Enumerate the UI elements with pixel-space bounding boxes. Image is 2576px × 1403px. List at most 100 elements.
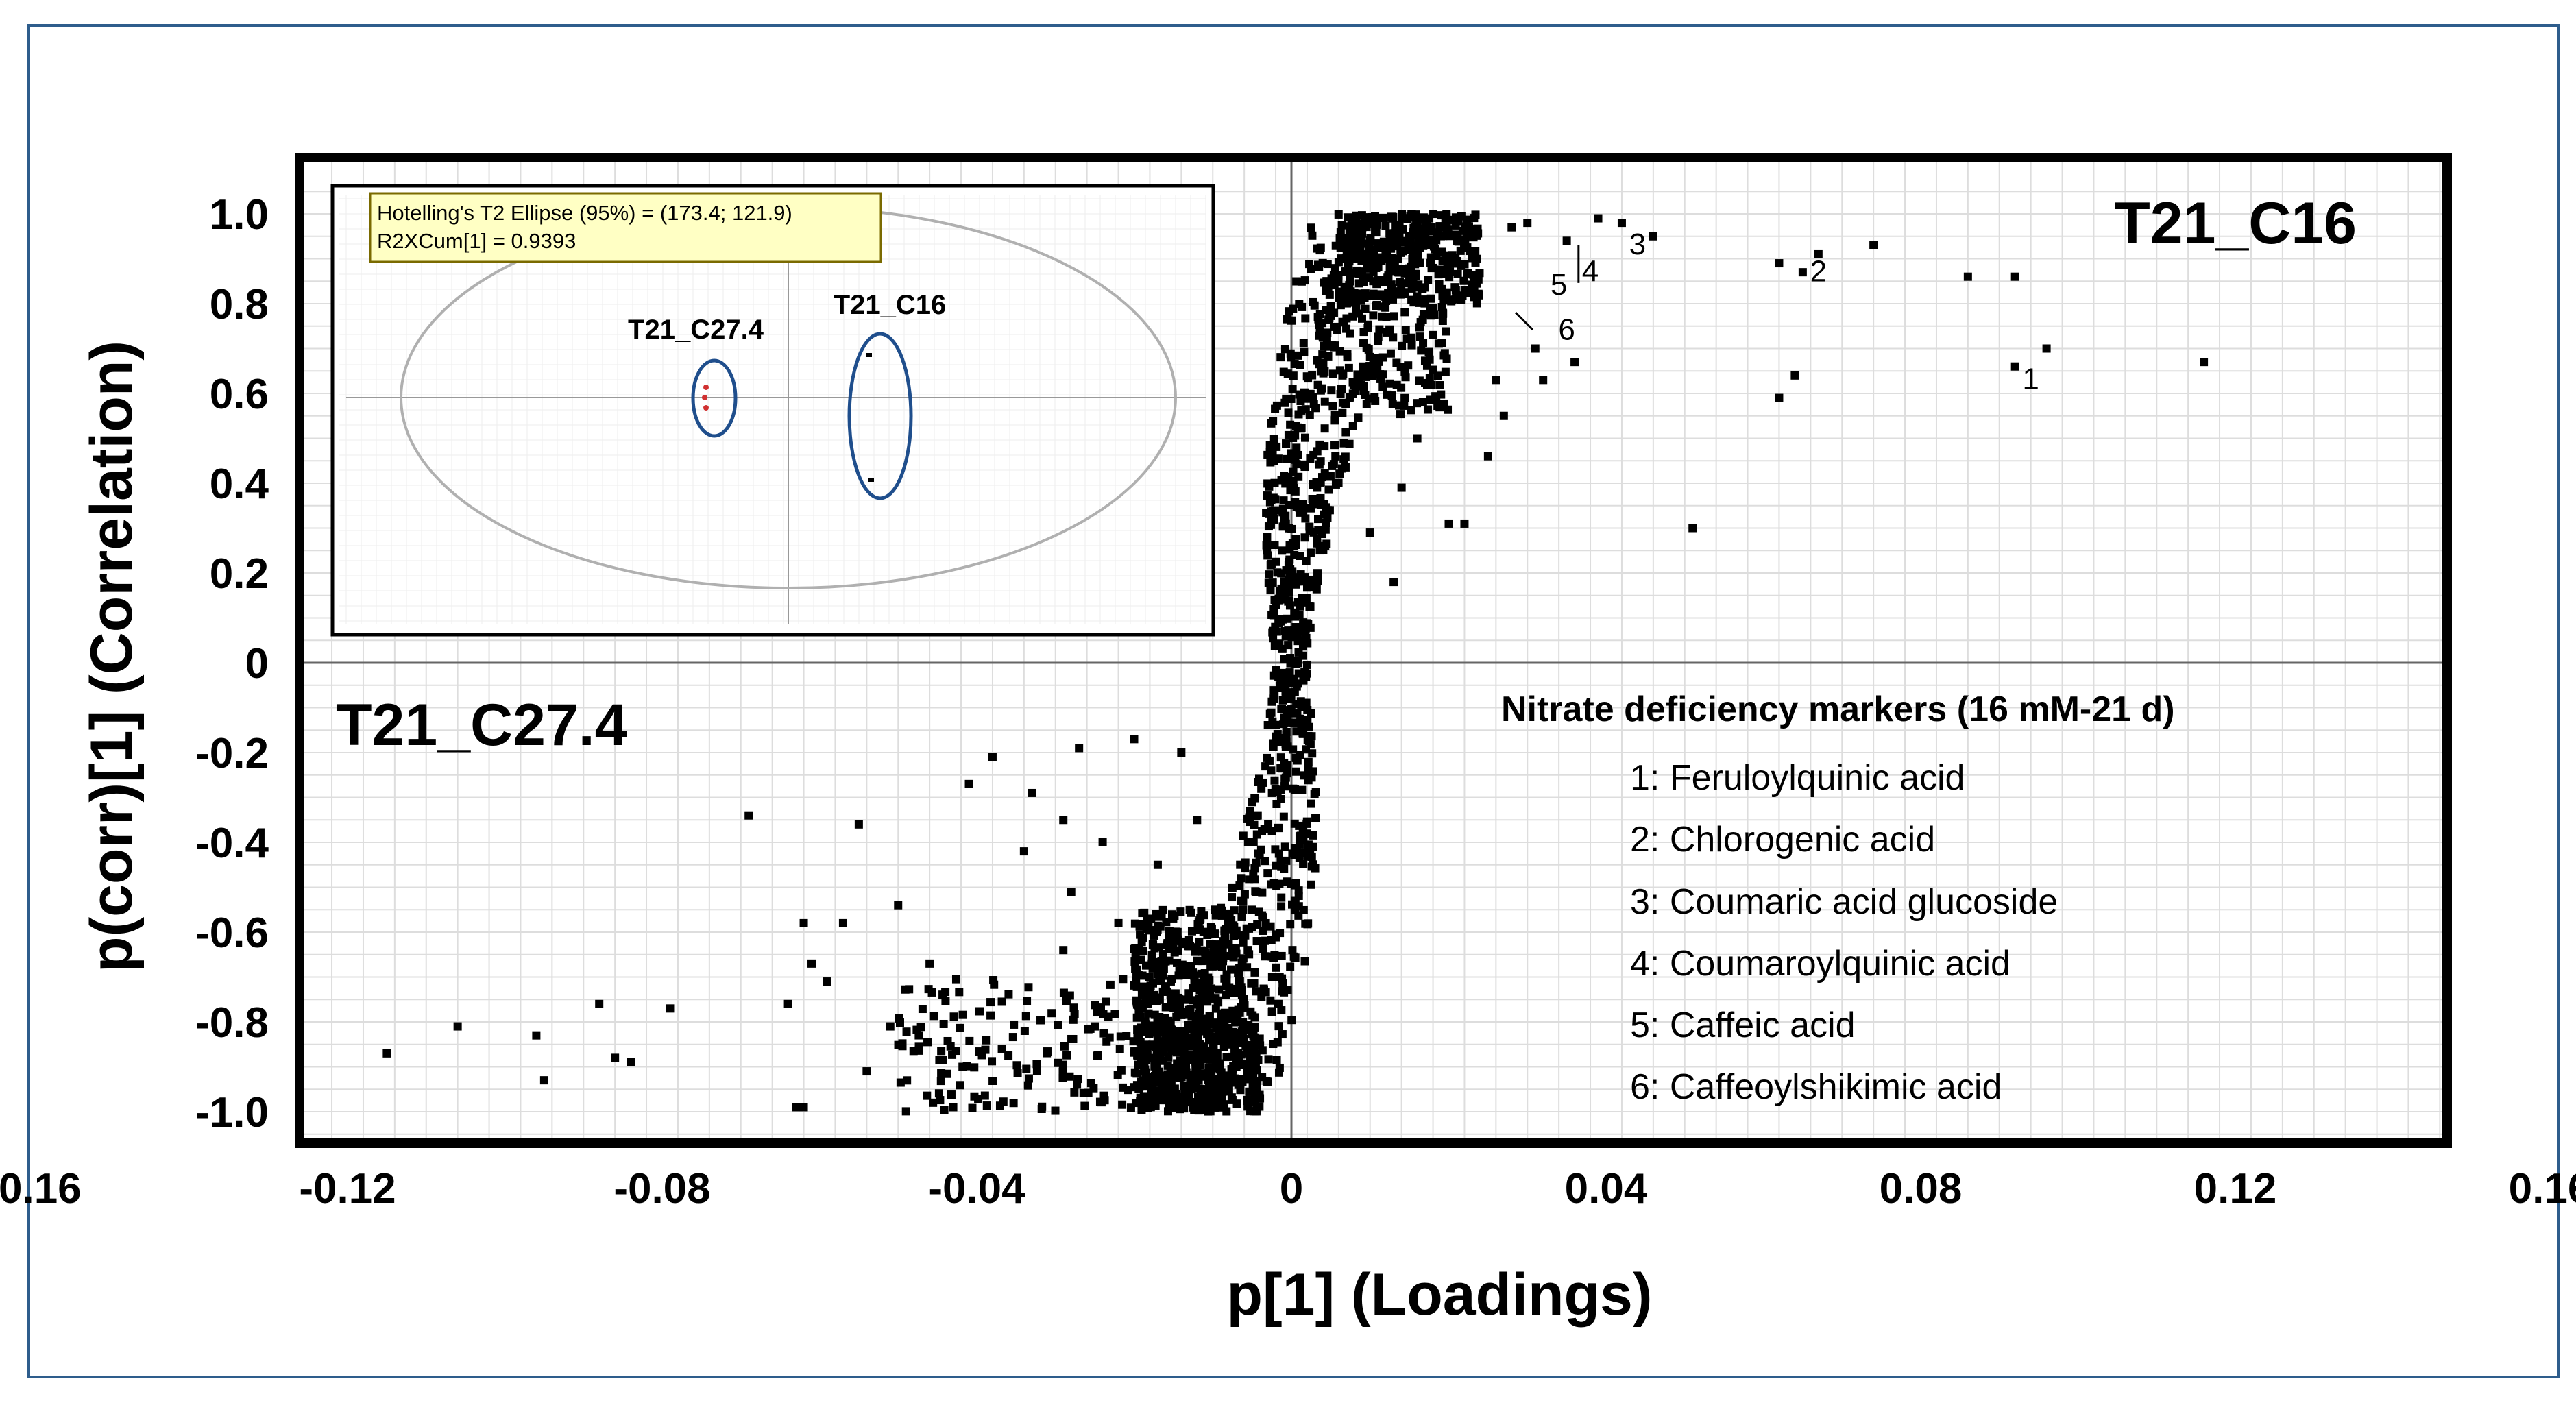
data-point (792, 1103, 801, 1112)
data-point (1335, 347, 1344, 356)
x-tick-label: -0.04 (928, 1165, 1025, 1212)
inset-label-c16: T21_C16 (834, 290, 947, 320)
data-point (1333, 326, 1342, 334)
data-point (1161, 957, 1170, 966)
data-point (1441, 251, 1450, 260)
data-point (1330, 411, 1339, 419)
data-point (1194, 1041, 1203, 1050)
data-point (1463, 269, 1472, 278)
data-point (1301, 514, 1310, 523)
data-point (1438, 317, 1447, 326)
data-point (1217, 962, 1226, 971)
data-point (1235, 881, 1244, 890)
data-point (938, 1056, 947, 1064)
data-point (1369, 311, 1378, 320)
data-point (1385, 229, 1394, 238)
data-point (1276, 353, 1285, 362)
data-point (1450, 259, 1459, 268)
data-point (1170, 1084, 1179, 1093)
data-point (1265, 570, 1274, 579)
data-point (1415, 323, 1424, 332)
data-point (943, 1069, 951, 1078)
data-point (1141, 1017, 1150, 1026)
data-point (914, 1046, 923, 1055)
data-point (1328, 461, 1337, 470)
data-point (1297, 424, 1306, 432)
data-point (1096, 1003, 1105, 1012)
data-point (1345, 393, 1354, 402)
data-point (1211, 905, 1219, 914)
data-point (1261, 952, 1269, 961)
data-point (1531, 344, 1540, 353)
data-point (1346, 271, 1354, 280)
data-point (1424, 276, 1433, 284)
data-point (1418, 228, 1426, 236)
data-point (1297, 720, 1306, 729)
data-point (1051, 1106, 1060, 1115)
data-point (1387, 262, 1396, 271)
data-point (1058, 1067, 1067, 1076)
data-point (1004, 990, 1013, 999)
data-point (1277, 1006, 1286, 1015)
data-point (1304, 757, 1313, 766)
annotation-label: 5 (1551, 268, 1567, 302)
data-point (1224, 1076, 1232, 1085)
data-point (1299, 859, 1308, 868)
data-point (1267, 1008, 1276, 1016)
data-point (1283, 454, 1291, 463)
data-point (1339, 398, 1348, 407)
data-point (1037, 1104, 1046, 1113)
data-point (1328, 369, 1337, 378)
data-point (947, 1090, 956, 1099)
data-point (970, 1092, 979, 1101)
data-point (1293, 709, 1302, 718)
data-point (1372, 280, 1381, 289)
data-point (1285, 557, 1293, 566)
data-point (1459, 237, 1468, 246)
data-point (1289, 745, 1298, 754)
data-point (1283, 369, 1292, 378)
data-point (1164, 1053, 1173, 1062)
data-point (1259, 984, 1268, 993)
data-point (1422, 380, 1431, 389)
data-point (958, 1010, 967, 1019)
data-point (1136, 1038, 1145, 1047)
data-point (1205, 1036, 1214, 1045)
data-point (901, 1107, 910, 1116)
data-point (1270, 776, 1279, 785)
data-point (1401, 326, 1410, 334)
data-point (1284, 597, 1293, 606)
data-point (1307, 880, 1315, 889)
data-point (1122, 1032, 1131, 1040)
data-point (1460, 260, 1469, 269)
data-point (1193, 956, 1202, 965)
y-tick-label: -0.2 (195, 730, 269, 777)
data-point (1385, 325, 1394, 334)
y-tick-label: 0.6 (210, 371, 269, 418)
data-point (1167, 974, 1176, 983)
data-point (1163, 1095, 1171, 1103)
data-point (1279, 681, 1288, 690)
data-point (1059, 816, 1068, 825)
data-point (1190, 1082, 1199, 1090)
y-tick-label: 1.0 (210, 191, 269, 239)
data-point (1253, 920, 1262, 929)
data-point (1291, 455, 1300, 464)
data-point (1307, 852, 1316, 861)
data-point (937, 1047, 946, 1056)
data-point (1365, 236, 1374, 245)
data-point (1286, 654, 1295, 663)
data-point (1308, 231, 1317, 240)
annotation-label: 3 (1629, 228, 1646, 261)
data-point (1359, 362, 1368, 371)
data-point (1444, 258, 1453, 267)
data-point (1274, 999, 1283, 1008)
data-point (1444, 519, 1453, 528)
data-point (1165, 927, 1174, 936)
data-point (1354, 279, 1363, 288)
data-point (923, 1091, 932, 1100)
data-point (1405, 277, 1413, 286)
data-point (1263, 533, 1272, 542)
data-point (1418, 284, 1427, 293)
data-point (1284, 472, 1293, 481)
